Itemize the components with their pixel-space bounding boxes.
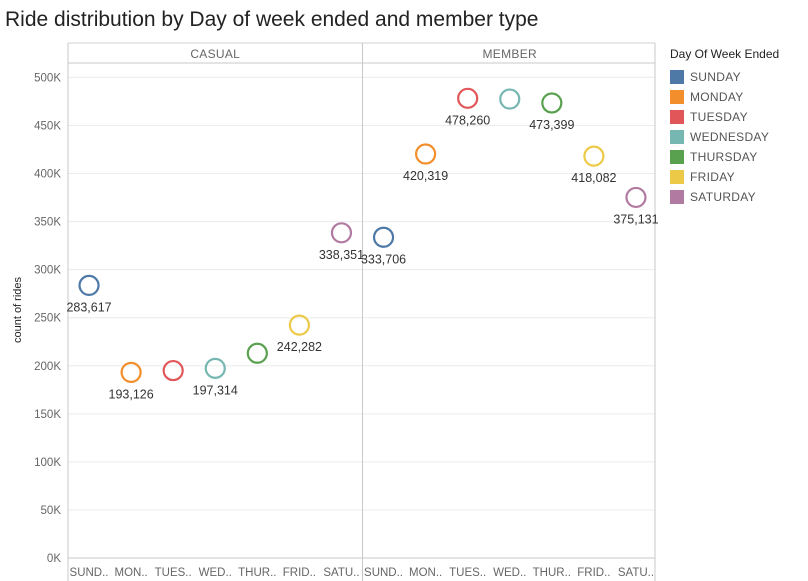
- legend-label: THURSDAY: [690, 150, 758, 164]
- y-tick-label: 100K: [34, 457, 61, 469]
- data-label: 333,706: [361, 252, 406, 266]
- y-axis-title: count of rides: [12, 276, 24, 343]
- y-tick-label: 450K: [34, 120, 61, 132]
- legend-items: SUNDAY MONDAY TUESDAY WEDNESDAY THURSDAY FRID…: [670, 67, 779, 207]
- data-point: [541, 92, 563, 114]
- legend-label: SATURDAY: [690, 190, 756, 204]
- x-tick-label: TUES..: [449, 567, 486, 579]
- data-point: [372, 226, 395, 248]
- legend-item: THURSDAY: [670, 147, 779, 167]
- data-point: [457, 87, 479, 109]
- data-label: 473,399: [529, 118, 574, 132]
- y-tick-label: 400K: [34, 169, 61, 181]
- x-tick-label: THUR..: [533, 567, 571, 579]
- x-tick-label: FRID..: [577, 567, 610, 579]
- legend-label: MONDAY: [690, 90, 744, 104]
- data-label: 197,314: [193, 383, 238, 397]
- y-tick-label: 0K: [47, 553, 61, 565]
- y-tick-label: 200K: [34, 361, 61, 373]
- data-point: [625, 186, 647, 209]
- legend-item: TUESDAY: [670, 107, 779, 127]
- legend-swatch: [670, 190, 684, 204]
- chart-title: Ride distribution by Day of week ended a…: [5, 8, 539, 31]
- legend-label: WEDNESDAY: [690, 130, 770, 144]
- legend-label: TUESDAY: [690, 110, 748, 124]
- x-tick-label: MON..: [114, 567, 147, 579]
- x-tick-label: SUND..: [364, 567, 403, 579]
- y-tick-label: 250K: [34, 313, 61, 325]
- data-label: 193,126: [109, 387, 154, 401]
- data-point: [583, 145, 605, 167]
- x-tick-label: THUR..: [238, 567, 276, 579]
- x-tick-label: MON..: [409, 567, 442, 579]
- data-point: [330, 222, 353, 244]
- panel-header-member: MEMBER: [483, 47, 538, 61]
- data-point: [288, 314, 310, 336]
- legend-swatch: [670, 110, 684, 124]
- x-tick-label: SATU..: [618, 567, 654, 579]
- data-label: 283,617: [66, 300, 111, 314]
- legend-title: Day Of Week Ended: [670, 47, 780, 61]
- legend-item: MONDAY: [670, 87, 779, 107]
- data-label: 420,319: [403, 169, 448, 183]
- legend-item: FRIDAY: [670, 167, 779, 187]
- data-point: [499, 88, 521, 110]
- y-tick-label: 50K: [41, 505, 62, 517]
- y-tick-label: 300K: [34, 265, 61, 277]
- legend: Day Of Week Ended SUNDAY MONDAY TUESDAY WED…: [670, 47, 779, 207]
- data-label: 242,282: [277, 340, 322, 354]
- legend-swatch: [670, 150, 684, 164]
- data-label: 418,082: [571, 171, 616, 185]
- x-tick-label: FRID..: [283, 567, 316, 579]
- data-label: 375,131: [613, 212, 658, 226]
- legend-swatch: [670, 90, 684, 104]
- legend-item: SATURDAY: [670, 187, 779, 207]
- data-point: [78, 274, 100, 296]
- x-tick-label: WED..: [493, 567, 526, 579]
- data-point: [162, 359, 184, 382]
- data-point: [204, 357, 226, 379]
- y-tick-label: 500K: [34, 72, 61, 84]
- y-tick-label: 150K: [34, 409, 61, 421]
- scatter-plot: 0K 50K 100K 150K 200K 250K 300K 350K 400K 450K 500…: [12, 42, 659, 581]
- legend-swatch: [670, 130, 684, 144]
- data-point: [246, 342, 268, 364]
- data-point: [415, 143, 437, 165]
- legend-label: FRIDAY: [690, 170, 735, 184]
- legend-swatch: [670, 170, 684, 184]
- data-point: [120, 361, 142, 383]
- legend-item: WEDNESDAY: [670, 127, 779, 147]
- panel-header-casual: CASUAL: [190, 47, 240, 61]
- legend-label: SUNDAY: [690, 70, 741, 84]
- y-tick-label: 350K: [34, 217, 61, 229]
- legend-item: SUNDAY: [670, 67, 779, 87]
- x-tick-label: SUND..: [70, 567, 109, 579]
- data-label: 338,351: [319, 248, 364, 262]
- legend-swatch: [670, 70, 684, 84]
- x-tick-label: TUES..: [155, 567, 192, 579]
- x-tick-label: SATU..: [323, 567, 359, 579]
- x-tick-label: WED..: [199, 567, 232, 579]
- data-label: 478,260: [445, 113, 490, 127]
